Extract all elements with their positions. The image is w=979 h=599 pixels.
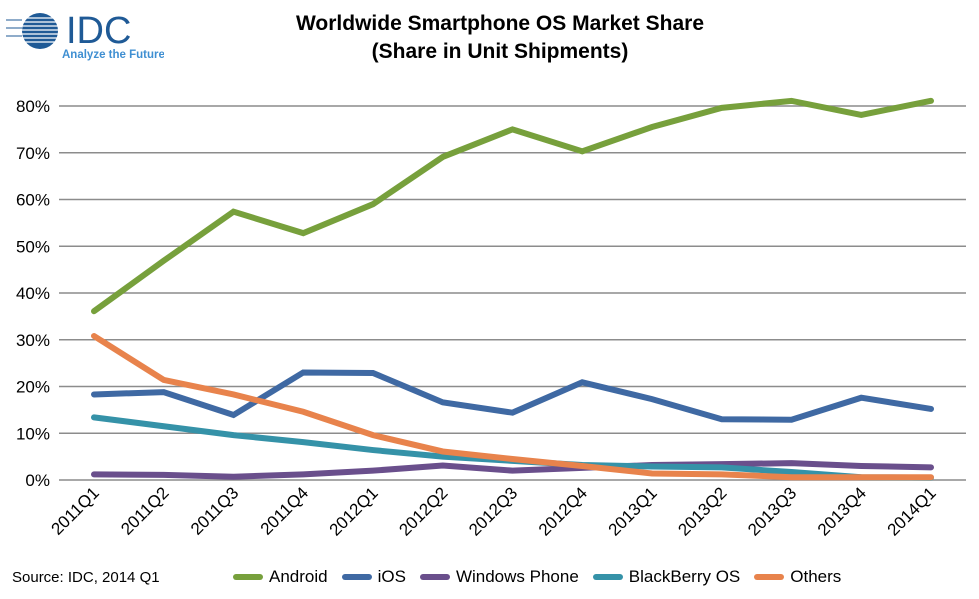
x-tick-label: 2013Q3 bbox=[744, 483, 800, 539]
legend-swatch bbox=[754, 574, 785, 580]
legend-item: Windows Phone bbox=[419, 567, 579, 587]
legend-item: iOS bbox=[341, 567, 406, 587]
idc-logo: IDC Analyze the Future bbox=[4, 10, 164, 61]
source-note: Source: IDC, 2014 Q1 bbox=[12, 569, 160, 586]
x-tick-label: 2011Q1 bbox=[48, 483, 103, 538]
chart-subtitle: (Share in Unit Shipments) bbox=[371, 40, 629, 63]
x-tick-label: 2012Q3 bbox=[465, 483, 521, 539]
series-line-windows-phone bbox=[91, 460, 934, 480]
x-tick-label: 2011Q2 bbox=[117, 483, 172, 538]
y-tick-label: 60% bbox=[16, 191, 50, 210]
legend-item: Android bbox=[233, 567, 328, 587]
y-tick-label: 10% bbox=[16, 424, 50, 443]
legend-label: Others bbox=[790, 567, 842, 586]
y-tick-label: 80% bbox=[16, 97, 50, 116]
legend-item: BlackBerry OS bbox=[592, 567, 741, 587]
series-line-android bbox=[91, 97, 934, 315]
y-tick-label: 50% bbox=[16, 237, 50, 256]
legend-item: Others bbox=[754, 567, 841, 587]
y-tick-label: 40% bbox=[16, 284, 50, 303]
legend: Android iOS Windows Phone BlackBerry OS Othe… bbox=[233, 567, 841, 587]
x-tick-label: 2012Q4 bbox=[535, 483, 591, 539]
legend-label: BlackBerry OS bbox=[628, 567, 741, 586]
legend-swatch bbox=[233, 574, 263, 580]
x-tick-label: 2013Q2 bbox=[674, 483, 730, 539]
legend-swatch bbox=[592, 574, 623, 580]
y-tick-label: 20% bbox=[16, 378, 50, 397]
y-tick-label: 70% bbox=[16, 144, 50, 163]
series-line-others bbox=[91, 333, 934, 481]
chart-title: Worldwide Smartphone OS Market Share bbox=[295, 12, 705, 35]
x-tick-label: 2013Q4 bbox=[814, 483, 870, 539]
y-tick-label: 30% bbox=[16, 331, 50, 350]
legend-swatch bbox=[419, 574, 450, 580]
x-tick-label: 2012Q1 bbox=[326, 483, 382, 539]
x-tick-label: 2011Q4 bbox=[257, 483, 312, 538]
legend-label: Android bbox=[269, 567, 328, 586]
x-tick-label: 2012Q2 bbox=[395, 483, 451, 539]
series-line-ios bbox=[91, 369, 934, 423]
y-tick-label: 0% bbox=[25, 471, 50, 490]
x-tick-label: 2014Q1 bbox=[884, 483, 940, 539]
series-line-blackberry-os bbox=[91, 414, 934, 481]
legend-swatch bbox=[341, 574, 372, 580]
svg-text:IDC: IDC bbox=[66, 10, 131, 52]
x-tick-label: 2013Q1 bbox=[605, 483, 661, 539]
x-tick-label: 2011Q3 bbox=[187, 483, 242, 538]
legend-label: Windows Phone bbox=[455, 567, 579, 586]
legend-label: iOS bbox=[377, 567, 406, 586]
svg-text:Analyze the Future: Analyze the Future bbox=[62, 49, 164, 61]
globe-icon bbox=[4, 13, 60, 49]
